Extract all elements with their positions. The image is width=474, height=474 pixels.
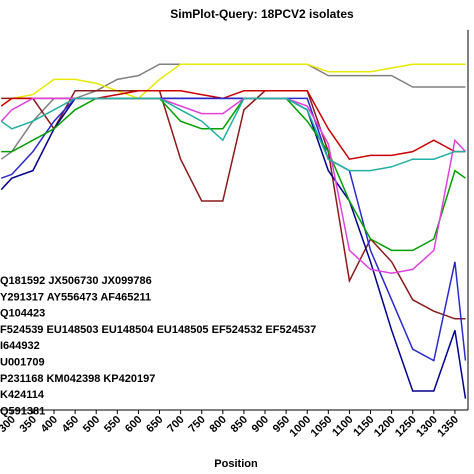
series-line [0, 97, 467, 274]
x-tick-label: 650 [144, 414, 165, 435]
x-tick-label: 850 [229, 414, 250, 435]
legend-entry: Q104423 [0, 308, 45, 320]
series-line [0, 97, 467, 399]
x-tick-label: 1300 [414, 414, 440, 440]
legend-entry: K424114 [0, 389, 45, 401]
x-tick-label: 450 [60, 414, 81, 435]
x-tick-label: 600 [123, 414, 144, 435]
chart-title: SimPlot-Query: 18PCV2 isolates [170, 7, 354, 21]
x-axis-label: Position [214, 458, 258, 470]
legend-entry: P231168 KM042398 KP420197 [0, 373, 155, 385]
legend-entry: U001709 [0, 357, 45, 369]
x-tick-label: 1150 [351, 414, 376, 439]
x-tick-label: 1250 [393, 414, 419, 440]
x-tick-label: 1350 [435, 414, 461, 440]
series-line [1, 97, 467, 362]
legend-entry: Q181592 JX506730 JX099786 [0, 275, 152, 287]
x-tick-label: 1200 [372, 414, 398, 440]
legend-entry: I644932 [0, 340, 40, 352]
series-line [0, 63, 466, 107]
series-line [1, 97, 466, 252]
legend-entry: Y291317 AY556473 AF465211 [0, 291, 151, 303]
legend-entry: F524539 EU148503 EU148504 EU148505 EF524… [0, 324, 316, 336]
x-tick-label: 550 [102, 414, 123, 435]
x-tick-label: 1100 [330, 414, 355, 439]
x-tick-label: 800 [207, 414, 228, 435]
series-line [0, 97, 466, 172]
x-tick-label: 700 [165, 414, 186, 435]
series-line [0, 63, 466, 160]
x-tick-label: 900 [250, 414, 271, 435]
x-tick-label: 500 [81, 414, 102, 435]
series-line [1, 90, 466, 320]
x-tick-label: 750 [186, 414, 207, 435]
x-tick-label: 1050 [309, 414, 335, 440]
legend-entry: Q591381 [0, 405, 45, 417]
x-tick-label: 1000 [288, 414, 314, 440]
